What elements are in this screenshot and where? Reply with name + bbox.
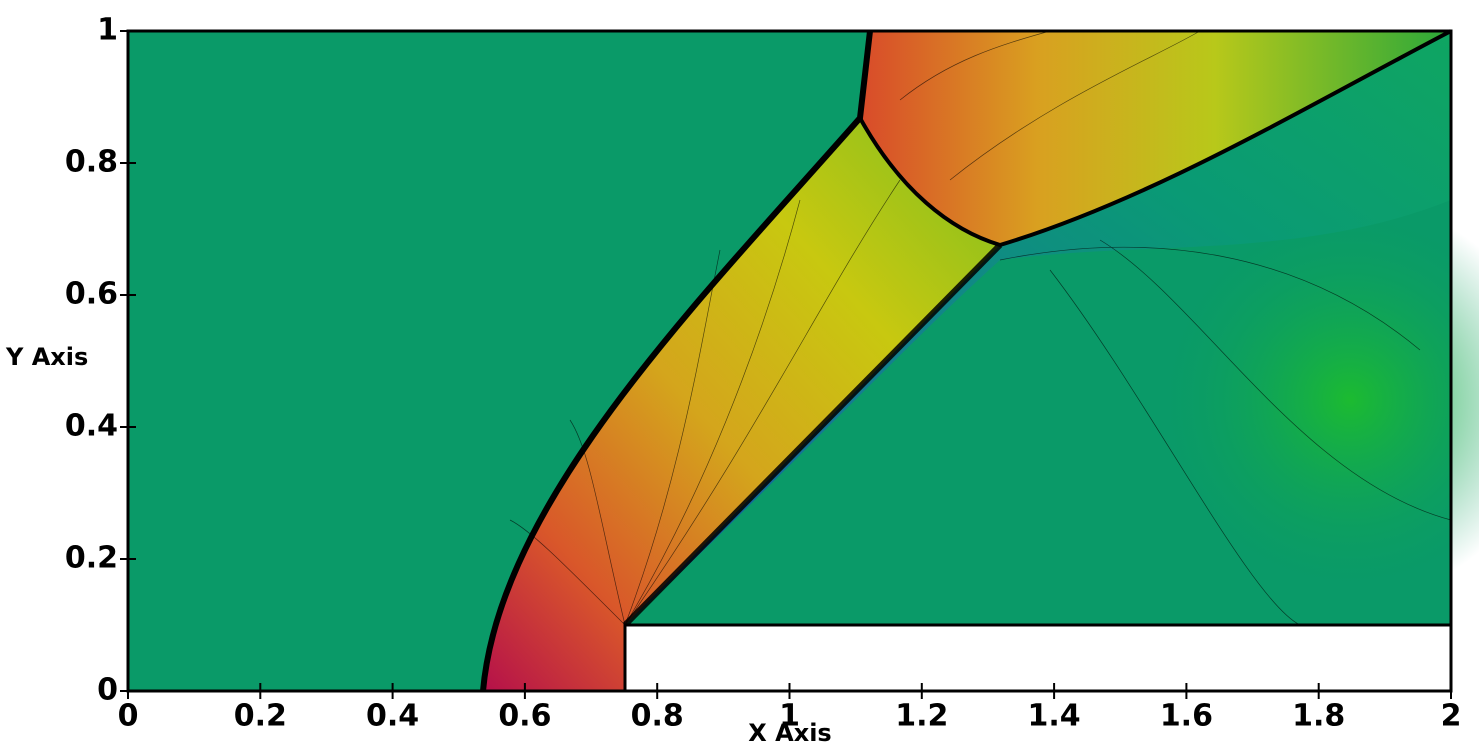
upper-region	[860, 31, 1451, 245]
post-shock	[483, 118, 1000, 691]
y-tick-label: 0.2	[65, 541, 118, 576]
slip-line	[622, 242, 1003, 628]
y-axis-label: Y Axis	[5, 343, 88, 371]
x-tick-label: 0.2	[234, 699, 287, 734]
x-tick-label: 0	[118, 699, 139, 734]
y-tick-label: 1	[97, 13, 118, 48]
x-axis-label: X Axis	[748, 719, 831, 744]
y-tick-label: 0.8	[65, 145, 118, 180]
x-tick-label: 0.8	[631, 699, 684, 734]
mach-stem	[858, 29, 1452, 248]
y-tick-label: 0	[97, 673, 118, 708]
bow-shock	[480, 30, 873, 692]
vortex-region	[1150, 200, 1479, 600]
y-tick-label: 0.4	[65, 409, 118, 444]
x-tick-label: 1.6	[1160, 699, 1213, 734]
x-tick-label: 0.4	[366, 699, 419, 734]
slip-region	[625, 31, 1451, 625]
y-tick-label: 0.6	[65, 277, 118, 312]
x-tick-label: 1.2	[895, 699, 948, 734]
step	[623, 623, 1453, 693]
x-tick-label: 0.6	[498, 699, 551, 734]
x-tick-label: 1.8	[1292, 699, 1345, 734]
contour-lines	[509, 30, 1452, 626]
x-tick-label: 1	[779, 699, 800, 734]
contour-field	[126, 29, 1479, 693]
x-tick-label: 1.4	[1028, 699, 1081, 734]
x-tick-label: 2	[1441, 699, 1462, 734]
